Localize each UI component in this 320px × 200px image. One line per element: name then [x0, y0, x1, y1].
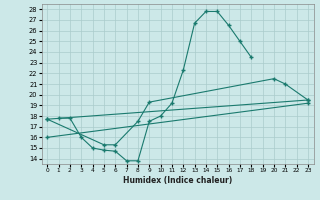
X-axis label: Humidex (Indice chaleur): Humidex (Indice chaleur)	[123, 176, 232, 185]
